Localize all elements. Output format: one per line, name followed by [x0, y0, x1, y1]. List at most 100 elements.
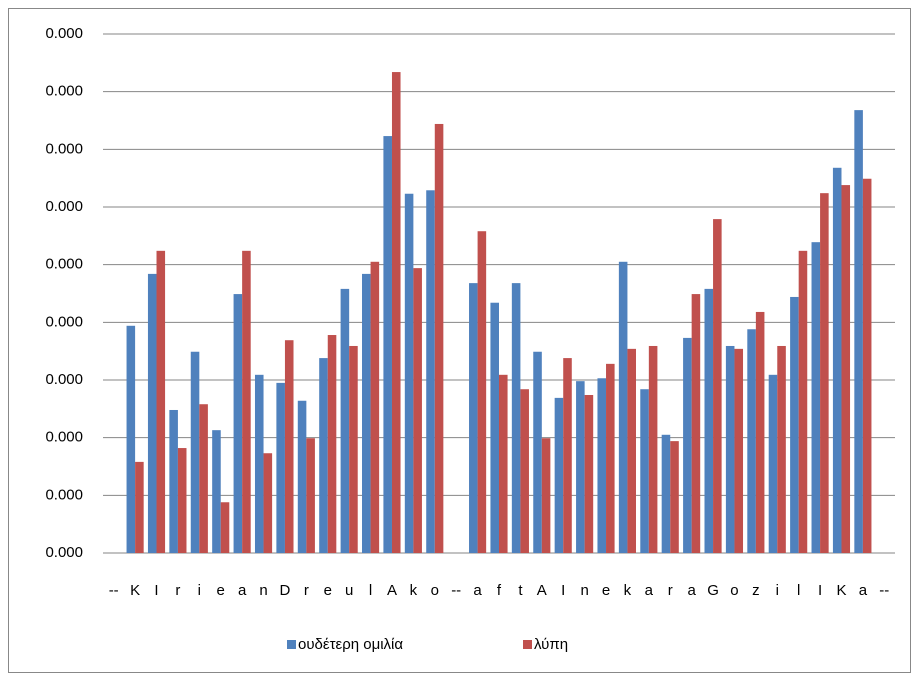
x-tick-label: r — [175, 582, 180, 599]
y-tick-label: 0.000 — [45, 25, 83, 42]
bar — [790, 296, 799, 553]
x-tick-label: D — [280, 582, 291, 599]
bar — [640, 389, 649, 553]
x-tick-label: u — [345, 582, 353, 599]
bar — [404, 193, 414, 553]
bar — [490, 302, 499, 553]
bar — [169, 409, 178, 553]
x-tick-label: a — [473, 582, 482, 599]
bar — [854, 110, 863, 554]
y-tick-label: 0.000 — [45, 486, 83, 503]
bar — [832, 167, 842, 553]
x-tick-label: n — [580, 582, 588, 599]
y-tick-label: 0.000 — [45, 256, 83, 273]
bar — [349, 345, 358, 553]
x-tick-label: A — [537, 582, 547, 599]
bar — [383, 136, 392, 553]
legend-label: ουδέτερη ομιλία — [298, 636, 403, 653]
bar — [327, 335, 337, 553]
bar — [576, 381, 585, 553]
x-tick-label: t — [518, 582, 523, 599]
bar — [499, 374, 508, 553]
bar — [554, 397, 564, 553]
x-tick-label: a — [859, 582, 868, 599]
bar — [370, 261, 380, 553]
bar — [434, 123, 444, 554]
bar — [704, 288, 714, 553]
bar — [362, 273, 371, 553]
bar — [477, 231, 487, 553]
y-tick-label: 0.000 — [45, 544, 83, 561]
bar — [147, 273, 157, 553]
bar — [648, 345, 658, 553]
bar — [841, 185, 851, 553]
bar — [747, 329, 756, 553]
legend-swatch — [287, 640, 296, 649]
y-tick-label: 0.000 — [45, 313, 83, 330]
bar — [254, 374, 264, 553]
bar — [340, 288, 350, 553]
bar — [584, 394, 594, 553]
bar — [777, 345, 786, 553]
x-tick-label: K — [130, 582, 140, 599]
legend-label: λύπη — [534, 636, 568, 653]
bar — [135, 461, 144, 553]
bar — [670, 441, 679, 553]
x-tick-label: r — [304, 582, 309, 599]
x-tick-label: l — [369, 582, 372, 599]
x-tick-label: K — [836, 582, 846, 599]
bar — [755, 311, 765, 553]
bar — [862, 178, 872, 553]
x-tick-label: I — [154, 582, 158, 599]
bar — [469, 283, 478, 553]
bar — [391, 72, 401, 553]
bar — [683, 337, 692, 553]
bar — [199, 404, 208, 553]
x-tick-label: G — [707, 582, 719, 599]
x-tick-label: a — [645, 582, 654, 599]
bar — [276, 382, 285, 553]
x-tick-label: -- — [879, 582, 889, 599]
bar — [413, 268, 422, 553]
x-tick-label: -- — [109, 582, 119, 599]
x-tick-label: A — [387, 582, 397, 599]
bar — [618, 261, 628, 553]
bar — [798, 250, 808, 553]
x-tick-label: n — [259, 582, 267, 599]
y-tick-label: 0.000 — [45, 429, 83, 446]
x-tick-label: e — [602, 582, 610, 599]
x-tick-label: I — [818, 582, 822, 599]
bar — [734, 348, 744, 553]
x-tick-label: a — [687, 582, 696, 599]
y-tick-label: 0.000 — [45, 83, 83, 100]
bar — [426, 190, 435, 553]
y-tick-label: 0.000 — [45, 371, 83, 388]
bar — [233, 294, 243, 553]
bar — [242, 250, 251, 553]
x-tick-label: r — [668, 582, 673, 599]
bar — [263, 453, 273, 553]
x-tick-label: i — [198, 582, 201, 599]
y-tick-label: 0.000 — [45, 140, 83, 157]
bar — [768, 374, 778, 553]
x-tick-label: k — [624, 582, 632, 599]
bar — [597, 378, 607, 553]
bar — [212, 430, 221, 553]
bar — [811, 242, 821, 553]
x-tick-label: l — [797, 582, 800, 599]
bar — [725, 345, 735, 553]
bar — [541, 438, 551, 553]
bar — [306, 438, 315, 553]
bar — [156, 250, 166, 553]
x-tick-label: o — [730, 582, 738, 599]
bar — [284, 340, 294, 553]
bar — [190, 351, 200, 553]
bar — [319, 358, 328, 553]
x-tick-label: k — [410, 582, 418, 599]
bar — [533, 351, 542, 553]
bar — [606, 363, 615, 553]
bar — [661, 434, 671, 553]
x-tick-label: o — [431, 582, 439, 599]
x-tick-label: e — [324, 582, 332, 599]
